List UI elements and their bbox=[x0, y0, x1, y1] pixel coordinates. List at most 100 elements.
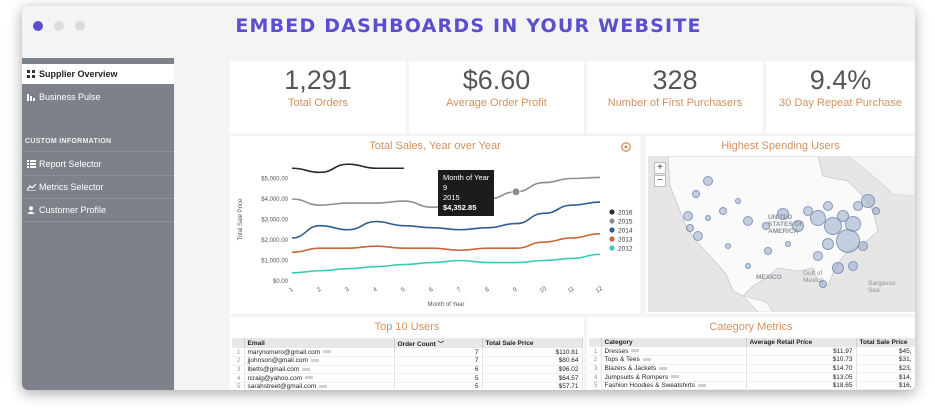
table-row[interactable]: 1 Dresses $11.97 $45, bbox=[589, 347, 915, 357]
series-line-2016[interactable] bbox=[291, 163, 404, 174]
table-row[interactable]: 2 Tops & Tees $10.73 $31, bbox=[589, 355, 915, 365]
sales-line-chart[interactable]: $0.00 $1,000.00 $2,000.00 $3,000.00 $4,000.0… bbox=[230, 136, 640, 314]
list-icon bbox=[26, 159, 36, 169]
map-card: Highest Spending Users + − UNITED STATES… bbox=[646, 136, 915, 314]
row-index: 5 bbox=[589, 381, 602, 390]
map-user-bubble[interactable] bbox=[745, 263, 751, 269]
map-user-bubble[interactable] bbox=[819, 280, 827, 288]
kpi-value: 1,291 bbox=[284, 65, 352, 95]
email-cell: lbetts@gmail.com bbox=[244, 365, 395, 375]
browser-window: EMBED DASHBOARDS IN YOUR WEBSITE Supplie… bbox=[22, 6, 915, 390]
map-user-bubble[interactable] bbox=[822, 238, 834, 250]
map-user-bubble[interactable] bbox=[764, 247, 772, 255]
sidebar-item-business-pulse[interactable]: Business Pulse bbox=[22, 86, 174, 108]
map-user-bubble[interactable] bbox=[686, 224, 694, 232]
map-zoom-out-button[interactable]: − bbox=[654, 175, 666, 187]
total-sale-cell: $96.02 bbox=[482, 365, 583, 375]
email-cell: sarahstreet@gmail.com bbox=[244, 382, 395, 390]
table-row[interactable]: 3 lbetts@gmail.com 6 $96.02 bbox=[232, 365, 583, 375]
row-index: 1 bbox=[232, 348, 245, 358]
map-user-bubble[interactable] bbox=[823, 201, 833, 211]
series-line-2013[interactable] bbox=[291, 233, 601, 254]
table-row[interactable]: 3 Blazers & Jackets $14.70 $23, bbox=[589, 364, 915, 374]
category-cell: Fashion Hoodies & Sweatshirts bbox=[601, 381, 747, 390]
settings-icon[interactable] bbox=[620, 140, 632, 152]
map-zoom-in-button[interactable]: + bbox=[654, 162, 666, 174]
map-user-bubble[interactable] bbox=[824, 217, 842, 235]
kpi-card-average-order-profit: $6.60 Average Order Profit bbox=[409, 61, 584, 133]
table-row[interactable]: 1 marynomero@gmail.com 7 $110.81 bbox=[232, 348, 583, 358]
sidebar-item-supplier-overview[interactable]: Supplier Overview bbox=[22, 64, 174, 84]
map-user-bubble[interactable] bbox=[832, 262, 844, 274]
email-cell: marynomero@gmail.com bbox=[244, 348, 395, 358]
map-user-bubble[interactable] bbox=[683, 211, 693, 221]
email-cell: rcraig@yahoo.com bbox=[244, 373, 395, 383]
table-row[interactable]: 2 jjohnson@gmail.com 7 $80.64 bbox=[232, 356, 583, 366]
window-dot-active[interactable] bbox=[33, 21, 43, 31]
window-titlebar: EMBED DASHBOARDS IN YOUR WEBSITE bbox=[22, 6, 915, 58]
column-header-category[interactable]: Category bbox=[601, 338, 747, 347]
map-label-usa: UNITED STATES OF AMERICA bbox=[768, 214, 804, 235]
total-sale-cell: $23, bbox=[856, 364, 915, 374]
legend-label[interactable]: 2015 bbox=[618, 218, 633, 225]
grid-icon bbox=[26, 69, 36, 79]
map-user-bubble[interactable] bbox=[858, 241, 868, 251]
total-sale-cell: $16, bbox=[856, 381, 915, 390]
map-user-bubble[interactable] bbox=[743, 216, 753, 226]
column-header-total-sale-price[interactable]: Total Sale Price bbox=[856, 338, 915, 347]
hover-point[interactable] bbox=[511, 187, 521, 197]
sidebar-item-customer-profile[interactable]: Customer Profile bbox=[22, 199, 174, 221]
tooltip-month: 9 bbox=[443, 183, 448, 192]
map-user-bubble[interactable] bbox=[692, 190, 700, 198]
map-user-bubble[interactable] bbox=[703, 176, 713, 186]
legend-label[interactable]: 2013 bbox=[618, 236, 633, 243]
map-user-bubble[interactable] bbox=[735, 198, 741, 204]
map-user-bubble[interactable] bbox=[762, 222, 770, 230]
sidebar-item-report-selector[interactable]: Report Selector bbox=[22, 153, 174, 175]
table-row[interactable]: 5 Fashion Hoodies & Sweatshirts $18.65 $16, bbox=[589, 381, 915, 390]
map-user-bubble[interactable] bbox=[705, 215, 711, 221]
map-user-bubble[interactable] bbox=[861, 194, 875, 208]
map-user-bubble[interactable] bbox=[719, 207, 727, 215]
map-user-bubble[interactable] bbox=[785, 241, 791, 247]
total-sale-cell: $45, bbox=[856, 347, 915, 357]
row-index: 2 bbox=[232, 356, 245, 366]
column-header-total-sale-price[interactable]: Total Sale Price bbox=[482, 338, 583, 348]
map-user-bubble[interactable] bbox=[836, 229, 860, 253]
table-row[interactable]: 4 rcraig@yahoo.com 5 $64.57 bbox=[232, 373, 583, 383]
map-user-bubble[interactable] bbox=[872, 207, 880, 215]
table-row[interactable]: 4 Jumpsuits & Rompers $13.05 $14, bbox=[589, 372, 915, 382]
column-header-order-count[interactable]: Order Count ﹀ bbox=[394, 338, 483, 348]
map-user-bubble[interactable] bbox=[813, 251, 823, 261]
series-line-2012[interactable] bbox=[291, 253, 601, 274]
row-index: 4 bbox=[232, 373, 245, 383]
window-dot[interactable] bbox=[54, 21, 64, 31]
map-user-bubble[interactable] bbox=[810, 210, 826, 226]
map-user-bubble[interactable] bbox=[777, 208, 789, 220]
total-sale-cell: $80.64 bbox=[482, 356, 583, 366]
legend-label[interactable]: 2012 bbox=[618, 245, 633, 252]
map-user-bubble[interactable] bbox=[848, 261, 858, 271]
category-text: Tops & Tees bbox=[604, 356, 640, 364]
legend-label[interactable]: 2014 bbox=[618, 227, 633, 234]
map-user-bubble[interactable] bbox=[792, 220, 804, 232]
map-canvas[interactable]: + − UNITED STATES OF AMERICA MEXICO Gulf… bbox=[648, 156, 915, 312]
map-user-bubble[interactable] bbox=[725, 243, 731, 249]
sidebar-item-metrics-selector[interactable]: Metrics Selector bbox=[22, 176, 174, 198]
legend-swatch bbox=[609, 245, 615, 251]
average-retail-cell: $13.05 bbox=[746, 372, 857, 382]
table-row[interactable]: 5 sarahstreet@gmail.com 5 $57.71 bbox=[232, 382, 583, 390]
map-title: Highest Spending Users bbox=[721, 140, 840, 152]
window-dot[interactable] bbox=[75, 21, 85, 31]
map-user-bubble[interactable] bbox=[693, 231, 703, 241]
tooltip-year: 2015 bbox=[443, 193, 460, 202]
kpi-value: 9.4% bbox=[809, 65, 872, 95]
y-axis-title: Total Sale Price bbox=[238, 198, 244, 240]
series-line-2014[interactable] bbox=[291, 201, 601, 239]
column-header-average-retail-price[interactable]: Average Retail Price bbox=[746, 338, 857, 347]
order-count-cell: 7 bbox=[394, 356, 483, 366]
column-header-email[interactable]: Email bbox=[244, 338, 395, 348]
total-sale-cell: $64.57 bbox=[482, 373, 583, 383]
order-count-cell: 5 bbox=[394, 373, 483, 383]
legend-label[interactable]: 2016 bbox=[618, 209, 633, 216]
